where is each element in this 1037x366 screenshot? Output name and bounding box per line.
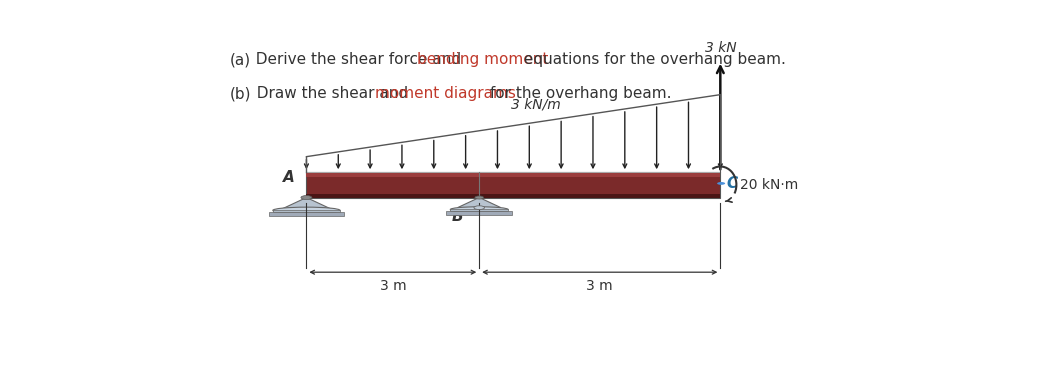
- Circle shape: [474, 206, 484, 209]
- Circle shape: [475, 196, 483, 199]
- Bar: [307, 172, 721, 198]
- Text: moment diagrams: moment diagrams: [375, 86, 516, 101]
- Bar: [307, 194, 721, 198]
- Text: bending moment: bending moment: [417, 52, 549, 67]
- Text: Draw the shear and: Draw the shear and: [247, 86, 413, 101]
- Text: equations for the overhang beam.: equations for the overhang beam.: [518, 52, 786, 67]
- Text: 3 m: 3 m: [380, 279, 407, 293]
- Ellipse shape: [273, 207, 340, 214]
- Bar: [307, 172, 721, 177]
- Polygon shape: [457, 198, 501, 208]
- Bar: [446, 211, 512, 214]
- Text: 3 m: 3 m: [587, 279, 613, 293]
- Bar: [307, 172, 721, 173]
- Text: for the overhang beam.: for the overhang beam.: [484, 86, 671, 101]
- Text: C: C: [727, 176, 738, 191]
- Bar: [269, 212, 344, 216]
- Bar: [450, 209, 508, 211]
- Text: 20 kN·m: 20 kN·m: [740, 178, 798, 192]
- Text: (b): (b): [230, 86, 252, 101]
- Bar: [273, 210, 340, 212]
- Ellipse shape: [450, 207, 508, 212]
- Polygon shape: [279, 198, 334, 210]
- Text: (a): (a): [230, 52, 251, 67]
- Text: 3 kN: 3 kN: [704, 41, 736, 55]
- Circle shape: [718, 182, 725, 185]
- Text: A: A: [283, 170, 295, 185]
- Text: Derive the shear force and: Derive the shear force and: [247, 52, 467, 67]
- Circle shape: [301, 195, 312, 199]
- Text: B: B: [451, 209, 464, 224]
- Text: 3 kN/m: 3 kN/m: [511, 98, 561, 112]
